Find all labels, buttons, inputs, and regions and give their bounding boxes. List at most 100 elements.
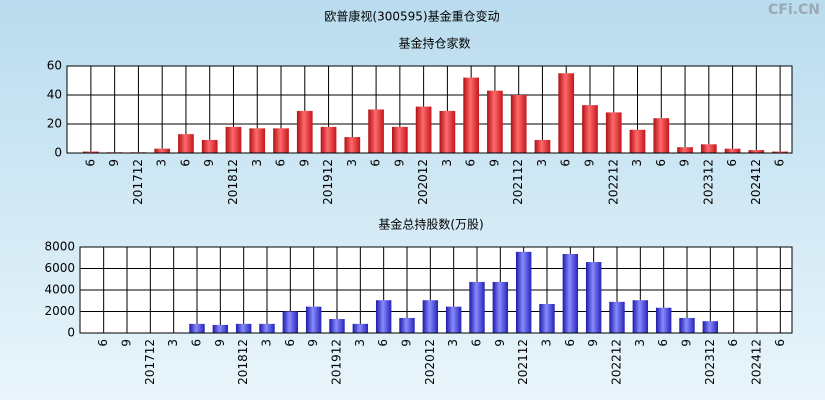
chart-subtitle: 基金总持股数(万股) <box>378 217 483 232</box>
bar <box>700 144 717 153</box>
x-tick-label: 6 <box>470 339 484 347</box>
x-tick-label: 9 <box>493 339 507 347</box>
bar <box>329 319 345 333</box>
bar <box>653 118 670 153</box>
bar <box>772 151 788 153</box>
x-tick-label: 3 <box>250 159 264 167</box>
x-tick-label: 3 <box>353 339 367 347</box>
x-tick-label: 3 <box>345 159 359 167</box>
x-tick-label: 6 <box>376 339 390 347</box>
x-tick-label: 6 <box>464 159 478 167</box>
bar <box>154 148 171 153</box>
bar <box>487 90 503 153</box>
x-tick-label: 9 <box>582 159 596 167</box>
x-tick-label: 9 <box>678 159 692 167</box>
bar <box>368 109 384 153</box>
bar <box>249 128 266 153</box>
x-tick-label: 6 <box>563 339 577 347</box>
bar <box>585 262 602 333</box>
bar <box>189 323 205 333</box>
plot-border <box>79 246 793 334</box>
bar <box>422 300 439 333</box>
bar <box>296 110 313 153</box>
bar <box>225 126 242 153</box>
x-tick-label: 202412 <box>749 159 763 205</box>
x-tick-label: 6 <box>274 159 288 167</box>
y-tick-label: 8000 <box>44 240 75 254</box>
bar <box>492 281 509 333</box>
x-tick-label: 202412 <box>750 339 764 385</box>
x-tick-label: 6 <box>773 159 787 167</box>
x-tick-label: 3 <box>440 159 454 167</box>
x-tick-label: 6 <box>96 339 110 347</box>
x-tick-label: 3 <box>630 159 644 167</box>
bar <box>748 150 765 153</box>
x-tick-label: 6 <box>190 339 204 347</box>
x-tick-label: 6 <box>773 339 787 347</box>
y-tick-label: 60 <box>47 59 62 73</box>
bar <box>344 137 361 153</box>
x-tick-label: 201912 <box>330 339 344 385</box>
page-title: 欧普康视(300595)基金重仓变动 <box>324 9 499 24</box>
bar <box>677 147 693 153</box>
x-tick-label: 9 <box>306 339 320 347</box>
bar <box>399 317 415 333</box>
bar <box>629 129 646 153</box>
x-tick-label: 3 <box>155 159 169 167</box>
x-tick-label: 3 <box>446 339 460 347</box>
x-tick-label: 6 <box>559 159 573 167</box>
x-tick-label: 9 <box>297 159 311 167</box>
bar <box>609 301 625 333</box>
y-tick-label: 6000 <box>44 261 75 275</box>
y-tick-label: 2000 <box>44 304 75 318</box>
x-tick-label: 202012 <box>423 339 437 385</box>
x-tick-label: 6 <box>369 159 383 167</box>
bar <box>235 323 252 333</box>
x-tick-label: 6 <box>654 159 668 167</box>
y-tick-label: 40 <box>47 88 62 102</box>
x-tick-label: 9 <box>400 339 414 347</box>
x-tick-label: 9 <box>392 159 406 167</box>
bar <box>534 139 551 153</box>
bar <box>352 323 369 333</box>
x-tick-label: 3 <box>535 159 549 167</box>
x-tick-label: 9 <box>120 339 134 347</box>
bar <box>273 128 289 153</box>
x-tick-label: 202012 <box>416 159 430 205</box>
x-tick-label: 9 <box>586 339 600 347</box>
bar <box>83 151 99 153</box>
x-tick-label: 202212 <box>606 159 620 205</box>
x-tick-label: 3 <box>166 339 180 347</box>
bar <box>415 106 432 153</box>
bar <box>201 139 218 153</box>
x-tick-label: 6 <box>725 159 739 167</box>
x-tick-label: 9 <box>202 159 216 167</box>
y-tick-label: 20 <box>47 117 62 131</box>
x-tick-label: 202312 <box>701 159 715 205</box>
bar <box>632 300 649 333</box>
x-tick-label: 6 <box>283 339 297 347</box>
bar <box>605 112 622 153</box>
x-tick-label: 6 <box>178 159 192 167</box>
x-tick-label: 3 <box>260 339 274 347</box>
x-tick-label: 9 <box>213 339 227 347</box>
x-tick-label: 202112 <box>511 159 525 205</box>
x-tick-label: 201712 <box>131 159 145 205</box>
bar <box>469 281 485 333</box>
bar <box>655 307 672 333</box>
x-tick-label: 9 <box>107 159 121 167</box>
bar <box>282 311 299 333</box>
x-tick-label: 202212 <box>610 339 624 385</box>
plot-border <box>66 65 793 154</box>
bar <box>724 148 741 153</box>
bar <box>439 110 456 153</box>
x-tick-label: 6 <box>726 339 740 347</box>
y-tick-label: 0 <box>54 146 62 160</box>
bar <box>679 317 695 333</box>
y-tick-label: 0 <box>67 326 75 340</box>
x-tick-label: 3 <box>633 339 647 347</box>
bar <box>305 306 322 333</box>
chart-subtitle: 基金持仓家数 <box>398 36 470 51</box>
bar <box>562 253 579 333</box>
